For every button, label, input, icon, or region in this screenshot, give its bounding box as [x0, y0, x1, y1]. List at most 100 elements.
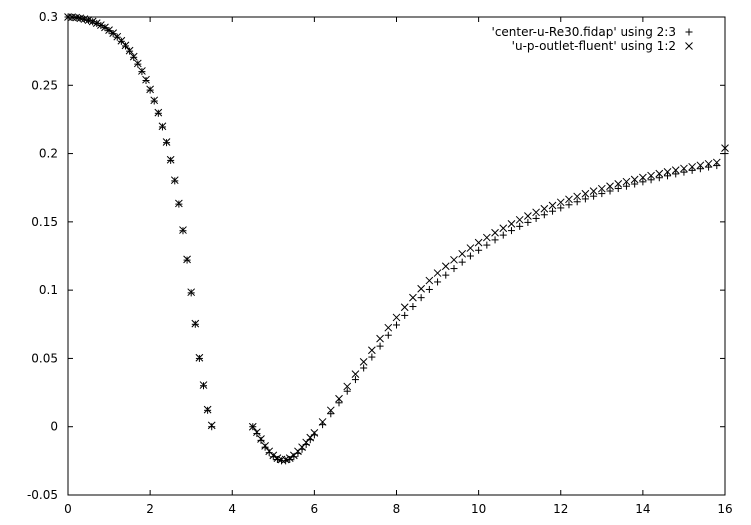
x-marker-point: [556, 198, 565, 207]
plus-marker-point: [713, 162, 721, 170]
x-marker-point: [589, 187, 598, 195]
x-marker-point: [639, 173, 647, 182]
plus-marker-point: [360, 364, 368, 372]
x-marker-point: [573, 192, 582, 201]
x-marker-point: [138, 67, 146, 75]
plus-marker-point: [466, 252, 474, 260]
x-marker-point: [474, 238, 483, 247]
plus-marker-point: [540, 211, 548, 219]
plus-marker-point: [475, 246, 483, 254]
x-marker-point: [458, 249, 467, 258]
y-tick-label: 0: [50, 420, 58, 434]
x-marker-point: [606, 182, 614, 191]
x-marker-point: [680, 164, 688, 173]
x-marker-point: [96, 21, 105, 29]
plus-marker-point: [688, 166, 696, 174]
plus-marker-point: [565, 201, 573, 209]
x-tick-label: 4: [228, 502, 236, 516]
x-tick-label: 12: [553, 502, 568, 516]
plus-marker-point: [705, 163, 713, 171]
x-marker-point: [191, 319, 200, 328]
x-marker-point: [482, 233, 491, 242]
plus-marker-point: [368, 353, 376, 361]
x-marker-point: [597, 184, 606, 193]
plus-marker-point: [261, 443, 269, 451]
x-marker-point: [688, 162, 697, 171]
plus-marker-point: [516, 222, 524, 230]
x-marker-point: [281, 455, 290, 464]
x-tick-label: 8: [393, 502, 401, 516]
x-marker-point: [195, 353, 204, 362]
x-marker-point: [101, 23, 109, 32]
plus-marker-point: [581, 195, 589, 203]
x-marker-point: [158, 122, 167, 131]
x-marker-point: [384, 323, 393, 332]
plus-marker-point: [253, 430, 261, 438]
plus-marker-point: [265, 449, 273, 457]
x-tick-label: 16: [717, 502, 732, 516]
x-marker-point: [532, 208, 540, 217]
data-points: [64, 13, 729, 465]
x-marker-point: [154, 108, 163, 117]
x-marker-point: [704, 159, 713, 168]
x-marker-point: [187, 288, 196, 297]
plus-marker-point: [573, 198, 581, 206]
plus-marker-point: [524, 218, 532, 226]
axis-ticks: 0 2 4 6 8 10 12 14 16 -0.05 0 0.05 0.1 0.15 0.2 0.25 0.3: [27, 10, 733, 516]
x-marker-point: [170, 176, 179, 185]
plus-marker-point: [335, 399, 343, 407]
legend-plus-marker: [685, 28, 693, 36]
x-marker-point: [125, 46, 134, 55]
legend: 'center-u-Re30.fidap' using 2:3'u-p-outl…: [492, 25, 693, 53]
x-marker-point: [166, 155, 175, 164]
x-marker-point: [121, 41, 130, 50]
x-marker-point: [199, 381, 208, 389]
x-marker-point: [491, 228, 499, 237]
x-marker-point: [499, 224, 508, 233]
x-marker-point: [630, 175, 639, 184]
plus-marker-point: [208, 423, 216, 431]
x-marker-point: [671, 166, 680, 174]
x-marker-point: [248, 422, 257, 431]
plus-marker-point: [598, 190, 606, 198]
y-tick-label: 0.1: [39, 283, 58, 297]
x-marker-point: [663, 168, 672, 176]
y-tick-label: 0.2: [39, 147, 58, 161]
plus-marker-point: [401, 311, 409, 319]
x-marker-point: [524, 212, 532, 220]
plus-marker-point: [483, 241, 491, 249]
plus-marker-point: [376, 342, 384, 350]
legend-label: 'u-p-outlet-fluent' using 1:2: [512, 39, 676, 53]
x-marker-point: [376, 334, 384, 343]
plus-marker-point: [680, 168, 688, 176]
x-tick-label: 6: [311, 502, 319, 516]
legend-x-marker: [685, 42, 693, 50]
legend-label: 'center-u-Re30.fidap' using 2:3: [492, 25, 676, 39]
x-tick-label: 10: [471, 502, 486, 516]
plus-marker-point: [409, 303, 417, 311]
plus-marker-point: [664, 172, 672, 180]
plus-marker-point: [557, 204, 565, 212]
x-marker-point: [253, 428, 261, 437]
plus-marker-point: [458, 258, 466, 266]
x-tick-label: 0: [64, 502, 72, 516]
x-marker-point: [175, 199, 183, 208]
plus-marker-point: [672, 170, 680, 178]
plus-marker-point: [491, 236, 499, 244]
x-marker-point: [179, 226, 187, 234]
x-marker-point: [162, 138, 171, 146]
plus-marker-point: [499, 231, 507, 239]
x-marker-point: [565, 195, 573, 204]
x-marker-point: [343, 382, 352, 391]
x-marker-point: [273, 454, 282, 462]
plus-marker-point: [417, 294, 425, 302]
x-marker-point: [335, 394, 343, 403]
plus-marker-point: [442, 271, 450, 279]
x-marker-point: [647, 171, 655, 180]
x-marker-point: [269, 451, 278, 460]
plus-marker-point: [142, 77, 150, 85]
x-marker-point: [142, 75, 150, 84]
y-tick-label: 0.25: [31, 78, 58, 92]
plus-marker-point: [351, 376, 359, 384]
x-marker-point: [622, 177, 631, 186]
